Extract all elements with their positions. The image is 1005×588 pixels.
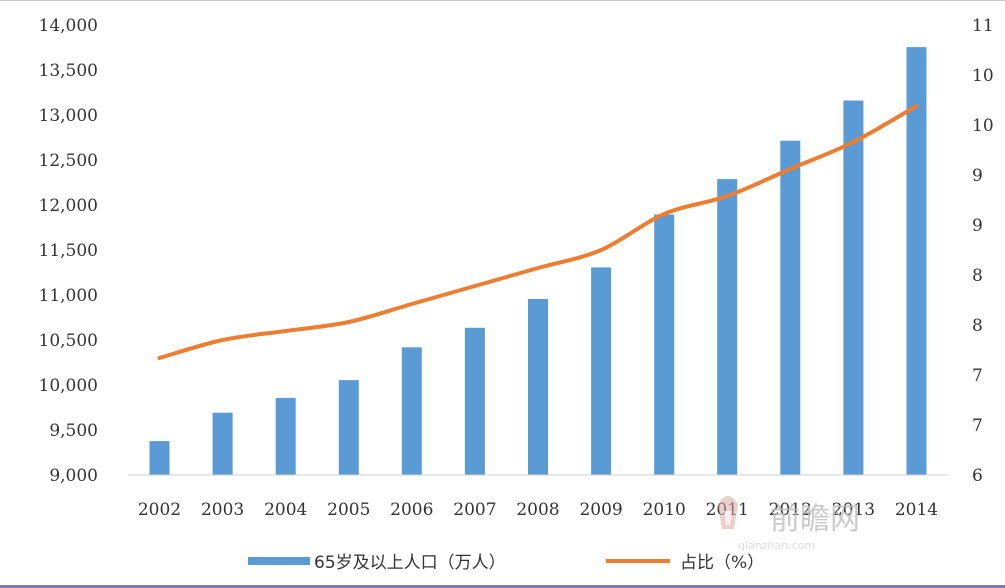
bar-2010 (654, 214, 675, 475)
right-tick-label: 10 (972, 116, 994, 136)
line-point-2009 (599, 248, 603, 252)
bar-2002 (149, 441, 170, 475)
right-tick-label: 8 (972, 316, 983, 336)
x-tick-label: 2005 (327, 500, 370, 520)
left-tick-label: 9,500 (49, 421, 98, 441)
bar-2005 (338, 380, 359, 475)
x-tick-label: 2009 (579, 500, 622, 520)
left-tick-label: 14,000 (39, 16, 98, 36)
right-tick-label: 11 (972, 16, 994, 36)
line-point-2004 (284, 329, 288, 333)
right-axis: 6 7 7 8 8 9 9 10 10 11 (972, 16, 994, 486)
line-point-2008 (536, 266, 540, 270)
line-point-2007 (473, 284, 477, 288)
left-tick-label: 13,000 (39, 106, 98, 126)
bar-2006 (401, 347, 422, 475)
right-tick-label: 8 (972, 266, 983, 286)
legend-line-label: 占比（%） (680, 553, 764, 573)
bars-layer (149, 47, 927, 475)
left-tick-label: 9,000 (49, 466, 98, 486)
left-tick-label: 11,500 (39, 241, 98, 261)
x-tick-label: 2012 (769, 500, 812, 520)
bar-2009 (591, 267, 612, 475)
line-point-2014 (915, 104, 918, 108)
left-tick-label: 11,000 (39, 286, 98, 306)
bar-2014 (906, 47, 927, 475)
legend-bar-swatch (248, 557, 310, 565)
legend: 65岁及以上人口（万人） 占比（%） (248, 553, 764, 573)
left-tick-label: 10,500 (39, 331, 98, 351)
watermark-logo-icon (718, 496, 738, 529)
line-point-2012 (788, 167, 792, 171)
bar-2013 (843, 100, 864, 475)
x-tick-label: 2007 (453, 500, 496, 520)
watermark-url: qianzhan.com (738, 539, 815, 552)
x-tick-label: 2014 (895, 500, 938, 520)
right-tick-label: 9 (972, 216, 983, 236)
x-tick-label: 2010 (643, 500, 686, 520)
line-point-2010 (662, 212, 666, 216)
left-tick-label: 12,500 (39, 151, 98, 171)
right-tick-label: 7 (972, 366, 983, 386)
left-tick-label: 13,500 (39, 61, 98, 81)
bar-2003 (212, 412, 233, 475)
x-tick-label: 2008 (516, 500, 559, 520)
right-tick-label: 7 (972, 416, 983, 436)
bar-2004 (275, 397, 296, 475)
legend-bar-label: 65岁及以上人口（万人） (314, 553, 506, 573)
bar-2011 (717, 179, 738, 475)
line-point-2013 (851, 140, 855, 144)
right-tick-label: 6 (972, 466, 983, 486)
line-point-2011 (725, 194, 729, 198)
x-tick-label: 2004 (264, 500, 307, 520)
bar-2012 (780, 140, 801, 475)
bar-2007 (464, 327, 485, 475)
line-layer (157, 104, 919, 360)
x-tick-label: 2002 (138, 500, 181, 520)
x-tick-label: 2013 (832, 500, 875, 520)
line-point-2003 (221, 338, 225, 342)
left-tick-label: 10,000 (39, 376, 98, 396)
left-tick-label: 12,000 (39, 196, 98, 216)
x-tick-label: 2006 (390, 500, 433, 520)
line-point-2002 (158, 356, 161, 360)
x-axis: 2002200320042005200620072008200920102011… (128, 474, 948, 520)
bar-2008 (528, 299, 548, 475)
line-point-2005 (347, 320, 351, 324)
right-tick-label: 10 (972, 66, 994, 86)
line-point-2006 (410, 302, 414, 306)
watermark-text: 前瞻网 (770, 502, 860, 537)
right-tick-label: 9 (972, 166, 983, 186)
left-axis: 9,000 9,500 10,000 10,500 11,000 11,500 12,000… (39, 16, 98, 486)
x-tick-label: 2003 (201, 500, 244, 520)
watermark: 前瞻网 qianzhan.com (718, 496, 860, 552)
